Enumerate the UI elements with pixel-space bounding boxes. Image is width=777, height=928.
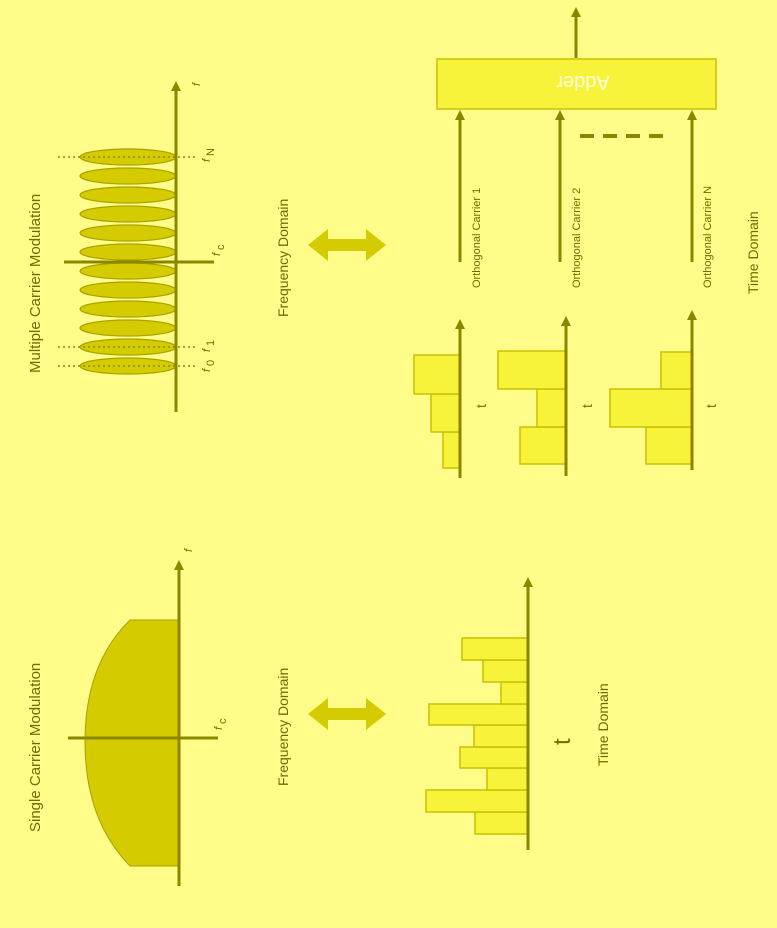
bar (486, 767, 529, 791)
multiple-fn-label: f N (201, 148, 217, 162)
carrierN-t-label: t (703, 404, 719, 408)
svg-text:0: 0 (205, 360, 217, 366)
multiple-f-axis-label: f (191, 82, 203, 86)
adder-label: Adder (556, 71, 610, 93)
bar (645, 426, 693, 465)
svg-text:f: f (211, 252, 223, 256)
svg-text:f: f (201, 158, 213, 162)
single-time-bars (425, 637, 529, 835)
carrier1-bars (413, 354, 461, 469)
bar (459, 746, 529, 769)
multiple-double-arrow (308, 229, 386, 261)
bar (413, 354, 461, 395)
bar (519, 426, 567, 465)
subcarrier (79, 281, 177, 299)
bar (482, 659, 529, 683)
bar (497, 350, 567, 390)
single-f-axis-label: f (183, 548, 195, 552)
single-freq-domain-label: Frequency Domain (275, 668, 291, 786)
subcarrier (79, 262, 177, 280)
bar (536, 388, 567, 428)
bar (609, 388, 693, 428)
bar (474, 811, 529, 835)
svg-text:c: c (217, 718, 229, 724)
single-t-label: t (549, 738, 576, 745)
bar (500, 681, 529, 705)
multiple-time-domain-label: Time Domain (745, 211, 761, 294)
svg-text:f: f (201, 348, 213, 352)
single-spectrum (84, 619, 180, 867)
bar (425, 789, 529, 813)
svg-text:f: f (201, 368, 213, 372)
svg-text:c: c (215, 244, 227, 250)
multiple-fc-label: f c (211, 244, 227, 256)
subcarrier (79, 319, 177, 337)
subcarrier (79, 224, 177, 242)
multiple-freq-domain-label: Frequency Domain (275, 199, 291, 317)
bar (660, 351, 693, 390)
svg-text:N: N (205, 148, 217, 156)
multiple-f0-label: f 0 (201, 360, 217, 372)
single-double-arrow (308, 698, 386, 730)
carrier1-t-label: t (473, 404, 489, 408)
adder-box (436, 58, 717, 110)
multiple-f1-label: f 1 (201, 340, 217, 352)
single-time-domain-label: Time Domain (595, 683, 611, 766)
subcarrier (79, 186, 177, 204)
carrierN-label: Orthogonal Carrier N (702, 186, 714, 288)
bar (461, 637, 529, 661)
subcarrier (79, 167, 177, 185)
svg-text:1: 1 (205, 340, 217, 346)
bar (473, 724, 529, 748)
multiple-subcarriers (79, 148, 177, 375)
carrier2-t-label: t (579, 404, 595, 408)
multiple-title: Multiple Carrier Modulation (27, 194, 44, 373)
svg-text:f: f (213, 726, 225, 730)
carrier2-label: Orthogonal Carrier 2 (571, 188, 583, 288)
subcarrier (79, 205, 177, 223)
subcarrier (79, 243, 177, 261)
carrierN-bars (609, 351, 693, 465)
single-fc-label: f c (213, 718, 229, 730)
single-title: Single Carrier Modulation (27, 663, 44, 832)
bar (428, 703, 529, 726)
carrier2-bars (497, 350, 567, 465)
subcarrier (79, 300, 177, 318)
carrier1-label: Orthogonal Carrier 1 (471, 188, 483, 288)
bar (430, 393, 461, 433)
bar (442, 431, 461, 469)
